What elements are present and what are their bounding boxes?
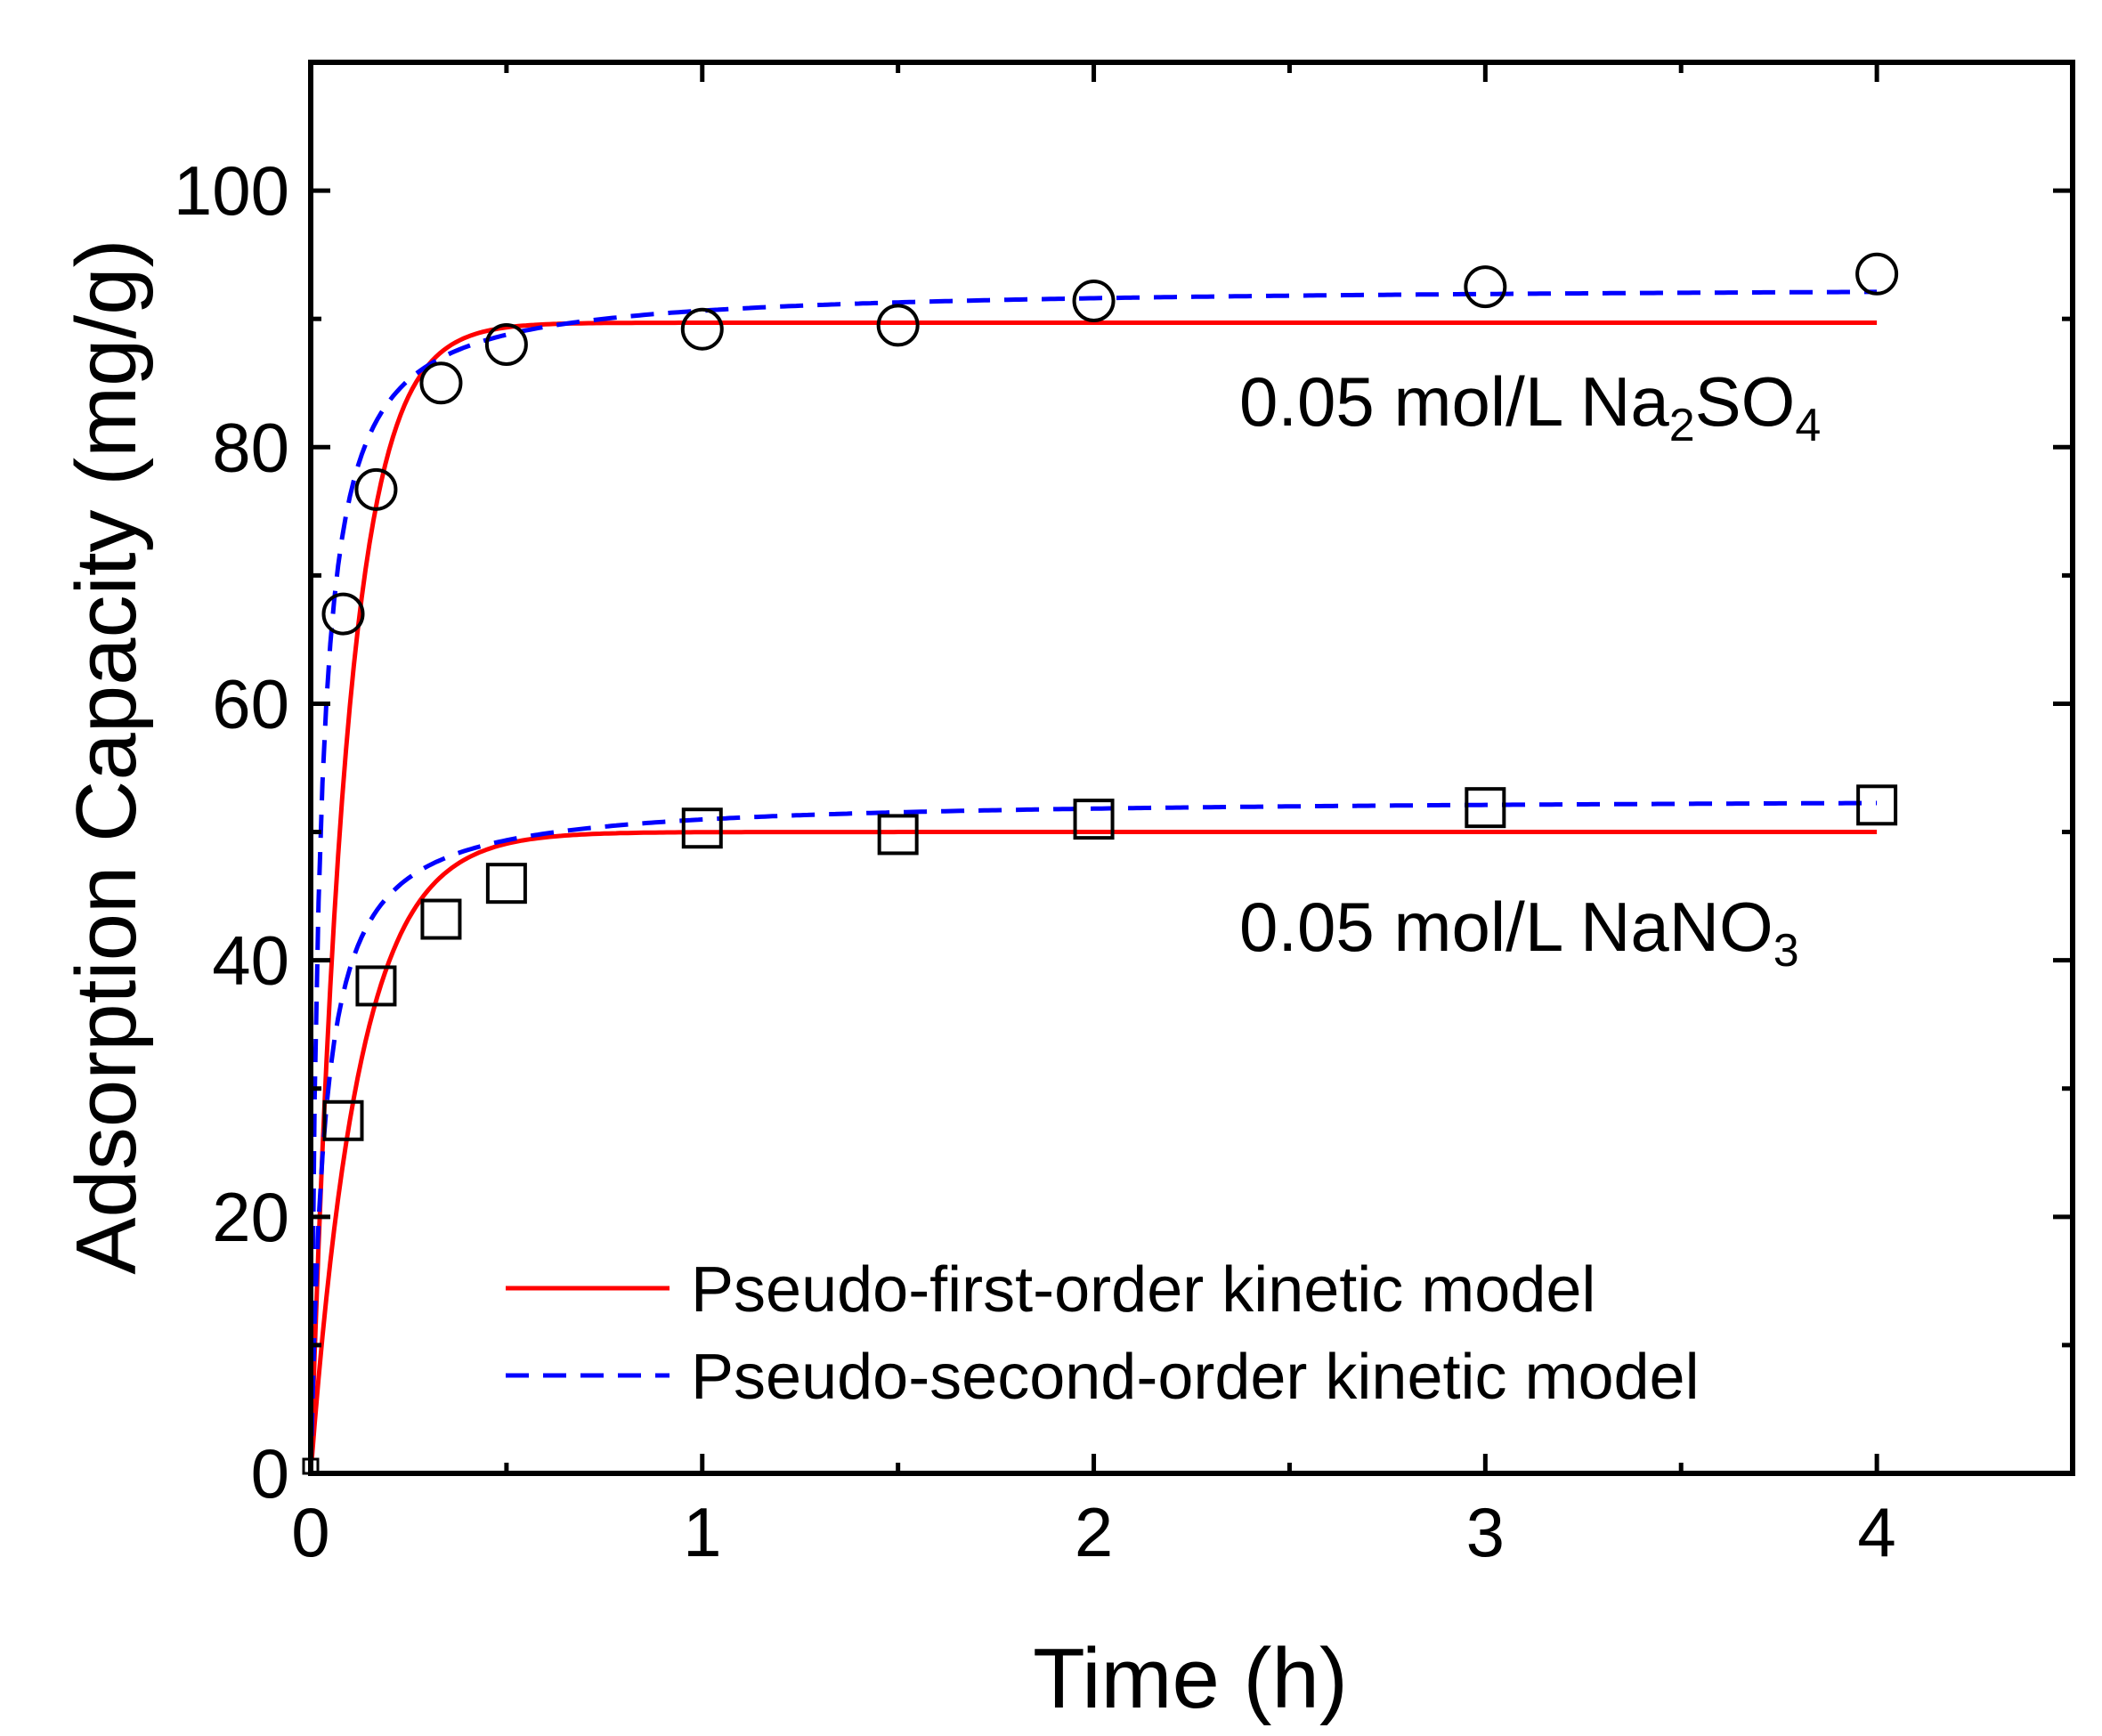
data-point-nano3 [681, 807, 723, 849]
annotation-na2so4-sub1: 2 [1669, 400, 1695, 451]
data-point-nano3 [322, 1099, 364, 1141]
second-order-fit-curve [308, 289, 1878, 1474]
data-point-nano3 [1073, 799, 1115, 840]
annotation-nano3-prefix: 0.05 mol/L NaNO [1239, 888, 1773, 966]
annotation-nano3: 0.05 mol/L NaNO3 [1239, 888, 1799, 977]
plot-frame [308, 60, 2075, 1476]
first-order-fit-curve [308, 830, 1878, 1474]
data-point-nano3 [420, 898, 462, 940]
data-point-na2so4 [1072, 280, 1116, 323]
annotation-na2so4-sub2: 4 [1795, 400, 1821, 451]
data-point-nano3 [355, 965, 397, 1007]
y-tick-label: 80 [212, 408, 289, 486]
x-tick-label: 2 [1075, 1493, 1113, 1571]
fit-lines [308, 289, 1878, 1474]
annotation-nano3-sub1: 3 [1773, 925, 1799, 977]
y-tick-label: 40 [212, 921, 289, 1000]
data-point-na2so4 [354, 467, 398, 511]
y-axis-label: Adsorption Capacity (mg/g) [59, 239, 154, 1274]
axis-ticks [308, 60, 2075, 1476]
y-tick-label: 0 [251, 1434, 289, 1513]
data-point-nano3 [1465, 787, 1506, 829]
data-point-nano3 [485, 863, 527, 905]
x-tick-label: 4 [1857, 1493, 1895, 1571]
second-order-fit-curve [308, 800, 1878, 1474]
data-point-nano3 [1856, 784, 1898, 826]
annotation-na2so4-mid: SO [1695, 362, 1796, 441]
x-tick-label: 0 [291, 1493, 329, 1571]
y-tick-label: 60 [212, 664, 289, 742]
data-point-na2so4 [419, 361, 463, 405]
data-point-na2so4 [1464, 265, 1507, 309]
data-point-na2so4 [321, 592, 365, 636]
data-point-na2so4 [680, 307, 724, 351]
x-tick-label: 1 [683, 1493, 721, 1571]
data-point-na2so4 [876, 304, 920, 347]
x-axis-label: Time (h) [1033, 1631, 1348, 1726]
legend-label-first-order: Pseudo-first-order kinetic model [691, 1254, 1595, 1326]
data-point-na2so4 [1855, 252, 1899, 296]
x-tick-label: 3 [1466, 1493, 1505, 1571]
data-point-na2so4 [484, 323, 528, 366]
legend: Pseudo-first-order kinetic model Pseudo-… [506, 1254, 1700, 1413]
y-tick-label: 20 [212, 1178, 289, 1256]
data-markers [302, 252, 1899, 1475]
annotation-na2so4-prefix: 0.05 mol/L Na [1239, 362, 1669, 441]
y-tick-label: 100 [174, 151, 289, 230]
annotation-na2so4: 0.05 mol/L Na2SO4 [1239, 362, 1821, 451]
legend-label-second-order: Pseudo-second-order kinetic model [691, 1342, 1700, 1413]
data-point-nano3 [877, 814, 919, 856]
